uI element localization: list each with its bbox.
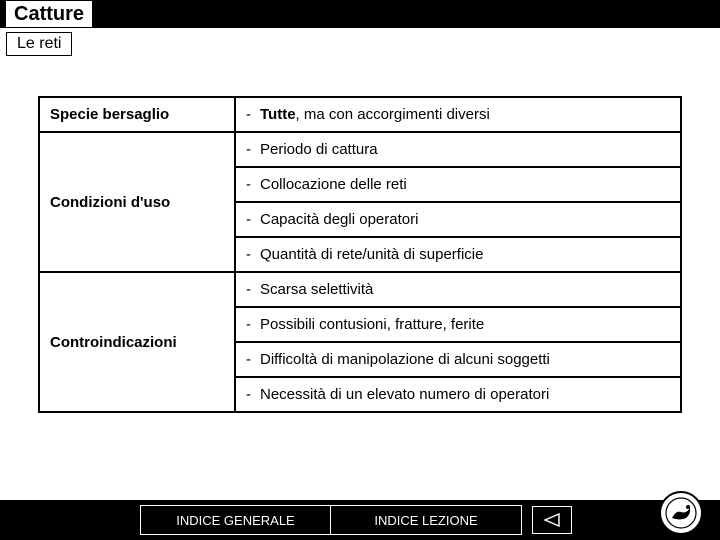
row-text: Capacità degli operatori (260, 211, 670, 228)
row-cell: - Periodo di cattura (235, 132, 681, 167)
row-text: Scarsa selettività (260, 281, 670, 298)
row-cell: - Necessità di un elevato numero di oper… (235, 377, 681, 412)
row-cell: - Tutte, ma con accorgimenti diversi (235, 97, 681, 132)
title-wrap: Catture (6, 1, 92, 27)
row-text: Periodo di cattura (260, 141, 670, 158)
row-text: Possibili contusioni, fratture, ferite (260, 316, 670, 333)
back-button[interactable] (532, 506, 572, 534)
subtitle-box: Le reti (6, 32, 72, 56)
bullet-dash: - (246, 106, 260, 123)
row-cell: - Difficoltà di manipolazione di alcuni … (235, 342, 681, 377)
row-label: Condizioni d'uso (39, 132, 235, 272)
triangle-left-icon (543, 513, 561, 527)
row-label: Controindicazioni (39, 272, 235, 412)
index-lesson-button[interactable]: INDICE LEZIONE (331, 506, 521, 534)
row-text: Difficoltà di manipolazione di alcuni so… (260, 351, 670, 368)
row-label: Specie bersaglio (39, 97, 235, 132)
wildlife-logo-icon (658, 490, 704, 536)
index-general-button[interactable]: INDICE GENERALE (141, 506, 331, 534)
footer-bar: INDICE GENERALE INDICE LEZIONE (0, 500, 720, 540)
title-bar: Catture (0, 0, 720, 28)
row-cell: - Capacità degli operatori (235, 202, 681, 237)
row-text: Quantità di rete/unità di superficie (260, 246, 670, 263)
row-text: Collocazione delle reti (260, 176, 670, 193)
row-cell: - Quantità di rete/unità di superficie (235, 237, 681, 272)
subtitle-text: Le reti (17, 35, 61, 52)
content-table: Specie bersaglio - Tutte, ma con accorgi… (38, 96, 682, 413)
row-text: Necessità di un elevato numero di operat… (260, 386, 670, 403)
row-cell: - Possibili contusioni, fratture, ferite (235, 307, 681, 342)
info-table: Specie bersaglio - Tutte, ma con accorgi… (38, 96, 682, 413)
row-cell: - Collocazione delle reti (235, 167, 681, 202)
row-text: Tutte, ma con accorgimenti diversi (260, 106, 670, 123)
footer-nav: INDICE GENERALE INDICE LEZIONE (140, 505, 522, 535)
page-title: Catture (12, 1, 86, 27)
row-cell: - Scarsa selettività (235, 272, 681, 307)
